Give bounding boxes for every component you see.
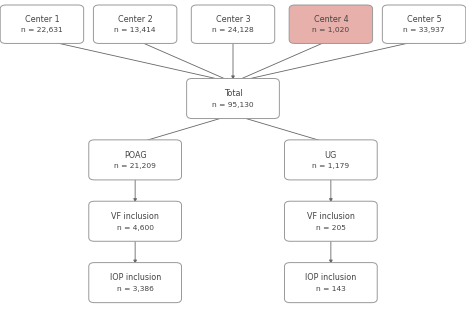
Text: IOP inclusion: IOP inclusion xyxy=(110,273,161,282)
Text: n = 95,130: n = 95,130 xyxy=(212,102,254,108)
Text: n = 3,386: n = 3,386 xyxy=(116,286,154,292)
Text: VF inclusion: VF inclusion xyxy=(307,212,355,221)
Text: Center 2: Center 2 xyxy=(118,15,152,24)
Text: n = 21,209: n = 21,209 xyxy=(114,163,156,169)
FancyBboxPatch shape xyxy=(289,5,372,43)
Text: Center 5: Center 5 xyxy=(407,15,441,24)
Text: Center 3: Center 3 xyxy=(216,15,250,24)
Text: n = 1,179: n = 1,179 xyxy=(312,163,350,169)
Text: n = 33,937: n = 33,937 xyxy=(403,27,445,33)
Text: n = 205: n = 205 xyxy=(316,225,346,231)
Text: n = 4,600: n = 4,600 xyxy=(116,225,154,231)
Text: UG: UG xyxy=(325,151,337,160)
Text: Center 1: Center 1 xyxy=(25,15,59,24)
Text: POAG: POAG xyxy=(124,151,146,160)
FancyBboxPatch shape xyxy=(191,5,274,43)
Text: IOP inclusion: IOP inclusion xyxy=(305,273,356,282)
FancyBboxPatch shape xyxy=(284,263,377,303)
FancyBboxPatch shape xyxy=(0,5,84,43)
Text: Total: Total xyxy=(224,89,242,98)
FancyBboxPatch shape xyxy=(89,140,181,180)
FancyBboxPatch shape xyxy=(89,201,181,241)
FancyBboxPatch shape xyxy=(89,263,181,303)
Text: VF inclusion: VF inclusion xyxy=(111,212,159,221)
FancyBboxPatch shape xyxy=(382,5,466,43)
FancyBboxPatch shape xyxy=(284,201,377,241)
Text: n = 22,631: n = 22,631 xyxy=(21,27,63,33)
FancyBboxPatch shape xyxy=(186,78,279,119)
Text: n = 24,128: n = 24,128 xyxy=(212,27,254,33)
Text: Center 4: Center 4 xyxy=(314,15,348,24)
Text: n = 143: n = 143 xyxy=(316,286,346,292)
FancyBboxPatch shape xyxy=(93,5,177,43)
FancyBboxPatch shape xyxy=(284,140,377,180)
Text: n = 13,414: n = 13,414 xyxy=(114,27,156,33)
Text: n = 1,020: n = 1,020 xyxy=(312,27,350,33)
